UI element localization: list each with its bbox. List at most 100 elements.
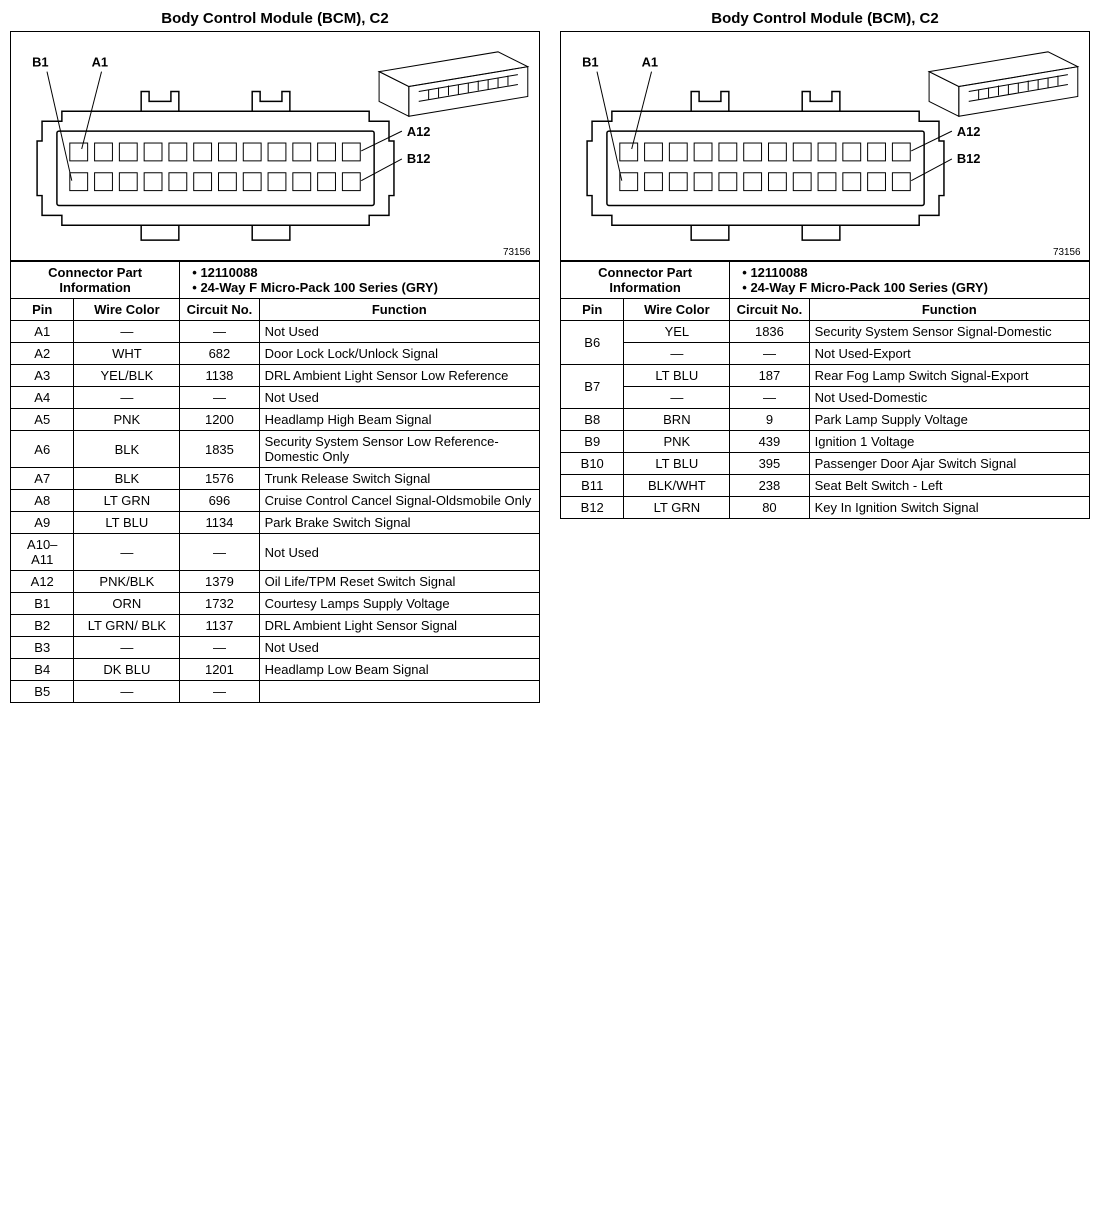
cell-wire: YEL/BLK [74, 365, 180, 387]
cell-circuit: 187 [730, 365, 809, 387]
cell-circuit: 1379 [180, 571, 259, 593]
cpi-desc: 24-Way F Micro-Pack 100 Series (GRY) [742, 280, 1084, 295]
cell-circuit: — [180, 637, 259, 659]
table-row: ——Not Used-Domestic [561, 387, 1090, 409]
left-rows: A1——Not UsedA2WHT682Door Lock Lock/Unloc… [11, 321, 540, 703]
cell-wire: LT GRN/ BLK [74, 615, 180, 637]
table-row: A8LT GRN696Cruise Control Cancel Signal-… [11, 490, 540, 512]
cell-wire: PNK/BLK [74, 571, 180, 593]
cell-wire: — [74, 387, 180, 409]
hdr-pin: Pin [11, 299, 74, 321]
cell-function: Headlamp Low Beam Signal [259, 659, 539, 681]
cell-function: Not Used-Domestic [809, 387, 1089, 409]
cell-function: Security System Sensor Low Reference-Dom… [259, 431, 539, 468]
table-row: B9PNK439Ignition 1 Voltage [561, 431, 1090, 453]
hdr-wire: Wire Color [74, 299, 180, 321]
table-row: B10LT BLU395Passenger Door Ajar Switch S… [561, 453, 1090, 475]
cell-pin: B9 [561, 431, 624, 453]
callout-b1: B1 [32, 55, 48, 70]
connector-diagram-svg: B1 A1 A12 B12 73156 [11, 32, 539, 260]
cpi-value: 12110088 24-Way F Micro-Pack 100 Series … [730, 262, 1090, 299]
cell-wire: BLK/WHT [624, 475, 730, 497]
table-row: B11BLK/WHT238Seat Belt Switch - Left [561, 475, 1090, 497]
cell-function: Not Used [259, 637, 539, 659]
cell-function: Seat Belt Switch - Left [809, 475, 1089, 497]
table-row: B4DK BLU1201Headlamp Low Beam Signal [11, 659, 540, 681]
cell-pin: B10 [561, 453, 624, 475]
cell-circuit: 1201 [180, 659, 259, 681]
callout-a12: A12 [407, 124, 431, 139]
cell-function: Key In Ignition Switch Signal [809, 497, 1089, 519]
cell-wire: DK BLU [74, 659, 180, 681]
cell-pin: A6 [11, 431, 74, 468]
connector-diagram-svg: B1 A1 A12 B12 73156 [561, 32, 1089, 260]
cell-circuit: 1138 [180, 365, 259, 387]
cell-function: Courtesy Lamps Supply Voltage [259, 593, 539, 615]
cell-wire: ORN [74, 593, 180, 615]
cell-pin: B1 [11, 593, 74, 615]
callout-b12: B12 [407, 151, 431, 166]
cell-circuit: 1137 [180, 615, 259, 637]
cell-circuit: 1836 [730, 321, 809, 343]
cell-pin: B6 [561, 321, 624, 365]
right-title: Body Control Module (BCM), C2 [560, 10, 1090, 27]
table-row: B12LT GRN80Key In Ignition Switch Signal [561, 497, 1090, 519]
panels-container: Body Control Module (BCM), C2 [10, 10, 1110, 703]
cell-circuit: 439 [730, 431, 809, 453]
cell-circuit: 1835 [180, 431, 259, 468]
cell-circuit: 1200 [180, 409, 259, 431]
table-row: B5—— [11, 681, 540, 703]
cell-function: Security System Sensor Signal-Domestic [809, 321, 1089, 343]
cell-wire: PNK [74, 409, 180, 431]
table-row: A5PNK1200Headlamp High Beam Signal [11, 409, 540, 431]
table-row: B6YEL1836Security System Sensor Signal-D… [561, 321, 1090, 343]
table-row: B2LT GRN/ BLK1137DRL Ambient Light Senso… [11, 615, 540, 637]
cell-function: Not Used-Export [809, 343, 1089, 365]
table-row: A6BLK1835Security System Sensor Low Refe… [11, 431, 540, 468]
hdr-circuit: Circuit No. [180, 299, 259, 321]
cell-wire: — [74, 637, 180, 659]
cell-function: DRL Ambient Light Sensor Signal [259, 615, 539, 637]
cpi-label: Connector Part Information [561, 262, 730, 299]
cell-wire: YEL [624, 321, 730, 343]
cell-pin: B5 [11, 681, 74, 703]
cell-pin: B11 [561, 475, 624, 497]
callout-a12: A12 [957, 124, 981, 139]
hdr-circuit: Circuit No. [730, 299, 809, 321]
right-diagram: B1 A1 A12 B12 73156 [560, 31, 1090, 261]
callout-b12: B12 [957, 151, 981, 166]
callout-b1: B1 [582, 55, 598, 70]
cpi-label: Connector Part Information [11, 262, 180, 299]
cell-wire: — [624, 343, 730, 365]
table-row: A10–A11——Not Used [11, 534, 540, 571]
cell-wire: BLK [74, 468, 180, 490]
cell-wire: BLK [74, 431, 180, 468]
cell-wire: LT BLU [624, 453, 730, 475]
cell-circuit: 1134 [180, 512, 259, 534]
cell-function: Ignition 1 Voltage [809, 431, 1089, 453]
cell-pin: A2 [11, 343, 74, 365]
table-row: B8BRN9Park Lamp Supply Voltage [561, 409, 1090, 431]
cell-circuit: — [730, 343, 809, 365]
table-row: A4——Not Used [11, 387, 540, 409]
cpi-partno: 12110088 [742, 265, 1084, 280]
table-row: A9LT BLU1134Park Brake Switch Signal [11, 512, 540, 534]
hdr-pin: Pin [561, 299, 624, 321]
table-row: A12PNK/BLK1379Oil Life/TPM Reset Switch … [11, 571, 540, 593]
cell-wire: BRN [624, 409, 730, 431]
cell-wire: — [624, 387, 730, 409]
cell-wire: — [74, 534, 180, 571]
callout-lines [597, 72, 952, 181]
header-row: Pin Wire Color Circuit No. Function [11, 299, 540, 321]
cell-wire: LT BLU [74, 512, 180, 534]
cell-pin: A7 [11, 468, 74, 490]
hdr-func: Function [259, 299, 539, 321]
callout-lines [47, 72, 402, 181]
table-row: A7BLK1576Trunk Release Switch Signal [11, 468, 540, 490]
hdr-func: Function [809, 299, 1089, 321]
cell-circuit: 1732 [180, 593, 259, 615]
iso-connector-icon [929, 52, 1078, 116]
table-row: B1ORN1732Courtesy Lamps Supply Voltage [11, 593, 540, 615]
cell-pin: B4 [11, 659, 74, 681]
left-diagram: B1 A1 A12 B12 73156 [10, 31, 540, 261]
